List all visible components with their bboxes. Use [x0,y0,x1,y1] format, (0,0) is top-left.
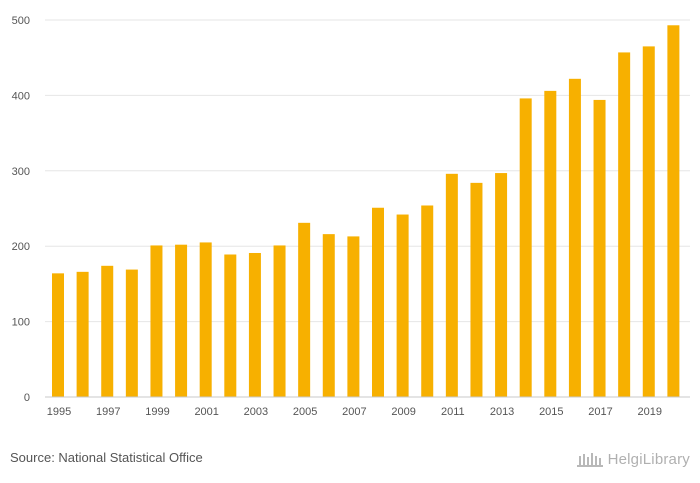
bar-1997[interactable] [101,266,113,397]
bar-chart: 0 100 200 300 400 500 1995 1997 1999 2001 2003 2005… [0,0,700,440]
bar-1998[interactable] [126,270,138,397]
bar-2003[interactable] [249,253,261,397]
bar-2014[interactable] [520,98,532,397]
x-tick-label: 2001 [194,406,218,418]
bar-2011[interactable] [446,174,458,397]
bar-2005[interactable] [298,223,310,397]
bar-2019[interactable] [643,46,655,397]
bar-2001[interactable] [200,242,212,397]
bar-2004[interactable] [274,245,286,397]
x-tick-label: 2013 [490,406,514,418]
y-tick-label: 200 [12,241,30,253]
bar-2013[interactable] [495,173,507,397]
library-building-icon [576,450,604,468]
bar-2015[interactable] [544,91,556,397]
x-tick-label: 1995 [47,406,71,418]
bar-2008[interactable] [372,208,384,397]
bar-2002[interactable] [224,254,236,397]
x-tick-label: 2003 [244,406,268,418]
x-tick-label: 2005 [293,406,317,418]
bar-2020[interactable] [667,25,679,397]
x-tick-label: 2015 [539,406,563,418]
x-tick-label: 2011 [441,406,465,418]
bar-2010[interactable] [421,205,433,397]
x-tick-label: 1999 [145,406,169,418]
bar-1995[interactable] [52,273,64,397]
y-tick-label: 100 [12,317,30,329]
x-tick-label: 1997 [96,406,120,418]
x-tick-label: 2009 [391,406,415,418]
bar-2018[interactable] [618,52,630,397]
helgi-library-logo[interactable]: HelgiLibrary [576,450,690,468]
x-tick-label: 2017 [588,406,612,418]
source-note: Source: National Statistical Office [10,450,203,465]
bar-2009[interactable] [397,215,409,397]
bar-2012[interactable] [470,183,482,397]
x-tick-label: 2007 [342,406,366,418]
y-tick-label: 0 [24,392,30,404]
bar-2006[interactable] [323,234,335,397]
y-tick-label: 500 [12,15,30,27]
y-tick-label: 300 [12,166,30,178]
bar-1999[interactable] [150,245,162,397]
bar-2016[interactable] [569,79,581,397]
bar-2007[interactable] [347,236,359,397]
logo-text: HelgiLibrary [608,451,690,468]
bar-2000[interactable] [175,245,187,397]
y-tick-label: 400 [12,90,30,102]
bar-1996[interactable] [77,272,89,397]
bar-2017[interactable] [594,100,606,397]
x-tick-label: 2019 [638,406,662,418]
